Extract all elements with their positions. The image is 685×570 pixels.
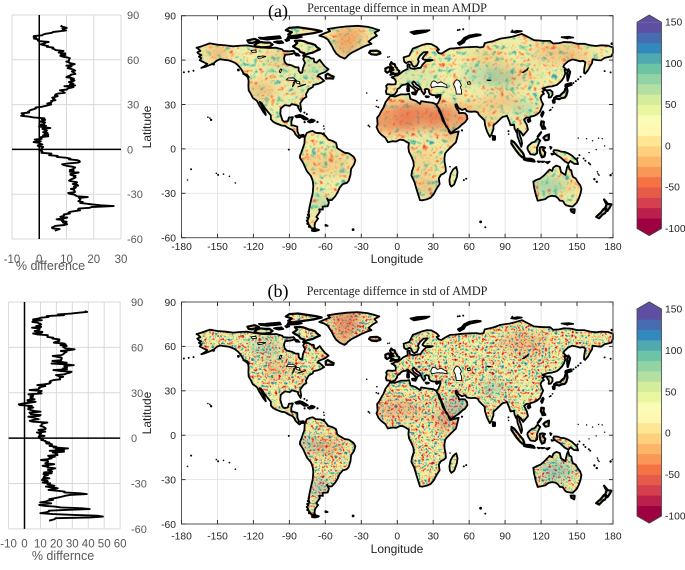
svg-text:-10: -10 [4, 254, 21, 266]
svg-text:60: 60 [165, 56, 177, 67]
svg-text:(b): (b) [268, 281, 289, 302]
svg-text:150: 150 [665, 18, 682, 29]
svg-text:150: 150 [665, 305, 682, 316]
svg-text:% difference: % difference [16, 259, 85, 273]
svg-text:120: 120 [533, 532, 550, 543]
svg-text:30: 30 [131, 388, 143, 400]
svg-text:30: 30 [66, 539, 79, 551]
svg-text:60: 60 [165, 342, 177, 353]
svg-text:-60: -60 [318, 242, 333, 253]
svg-text:0: 0 [36, 254, 42, 266]
svg-text:-30: -30 [354, 532, 369, 543]
svg-text:30: 30 [165, 387, 177, 398]
svg-text:60: 60 [127, 55, 139, 67]
svg-text:90: 90 [499, 532, 511, 543]
svg-text:0: 0 [170, 145, 176, 156]
svg-text:Percentage differnce in std of: Percentage differnce in std of AMDP [307, 284, 488, 298]
svg-text:30: 30 [127, 100, 139, 112]
svg-text:90: 90 [131, 297, 143, 309]
svg-text:-30: -30 [161, 475, 176, 486]
svg-text:-60: -60 [318, 532, 333, 543]
svg-text:-50: -50 [665, 183, 680, 194]
svg-text:-50: -50 [665, 470, 680, 481]
svg-text:0: 0 [21, 539, 27, 551]
svg-text:-120: -120 [243, 242, 264, 253]
svg-text:0: 0 [127, 144, 133, 156]
svg-text:180: 180 [604, 532, 621, 543]
svg-text:-60: -60 [161, 234, 176, 245]
svg-text:20: 20 [87, 254, 100, 266]
svg-text:-100: -100 [665, 512, 685, 523]
svg-text:30: 30 [165, 100, 177, 111]
svg-text:0: 0 [170, 431, 176, 442]
svg-text:40: 40 [82, 539, 95, 551]
svg-text:-90: -90 [282, 532, 297, 543]
svg-text:30: 30 [427, 242, 439, 253]
svg-text:Percentage differnce in mean A: Percentage differnce in mean AMDP [307, 1, 487, 15]
svg-text:10: 10 [60, 254, 73, 266]
svg-text:-30: -30 [131, 479, 147, 491]
svg-text:-150: -150 [207, 532, 228, 543]
svg-text:-180: -180 [171, 532, 192, 543]
svg-text:-60: -60 [131, 524, 147, 536]
svg-text:100: 100 [665, 59, 682, 70]
svg-text:-30: -30 [161, 189, 176, 200]
svg-text:90: 90 [165, 12, 177, 23]
svg-text:60: 60 [463, 242, 475, 253]
svg-text:50: 50 [665, 387, 677, 398]
svg-text:-100: -100 [665, 224, 685, 235]
svg-text:Latitude: Latitude [140, 391, 154, 434]
svg-text:-180: -180 [171, 242, 192, 253]
svg-text:(a): (a) [268, 1, 288, 22]
svg-text:-150: -150 [207, 242, 228, 253]
svg-text:60: 60 [463, 532, 475, 543]
svg-text:30: 30 [427, 532, 439, 543]
svg-text:90: 90 [127, 10, 139, 22]
svg-text:50: 50 [98, 539, 111, 551]
svg-text:-60: -60 [161, 520, 176, 531]
svg-text:150: 150 [568, 532, 585, 543]
svg-text:0: 0 [394, 532, 400, 543]
svg-text:Latitude: Latitude [140, 105, 154, 148]
svg-text:-30: -30 [127, 189, 143, 201]
svg-text:180: 180 [604, 242, 621, 253]
svg-text:150: 150 [568, 242, 585, 253]
svg-text:60: 60 [114, 539, 127, 551]
svg-text:% differnce: % differnce [32, 549, 94, 563]
svg-text:0: 0 [665, 142, 671, 153]
svg-text:-30: -30 [354, 242, 369, 253]
svg-text:Longitude: Longitude [371, 252, 424, 266]
svg-text:60: 60 [131, 342, 143, 354]
svg-text:-120: -120 [243, 532, 264, 543]
svg-text:50: 50 [665, 100, 677, 111]
svg-text:0: 0 [394, 242, 400, 253]
svg-text:-90: -90 [282, 242, 297, 253]
svg-text:90: 90 [499, 242, 511, 253]
svg-text:10: 10 [34, 539, 47, 551]
svg-text:0: 0 [665, 429, 671, 440]
svg-text:20: 20 [50, 539, 63, 551]
svg-text:30: 30 [115, 254, 128, 266]
svg-text:-10: -10 [0, 539, 17, 551]
svg-text:-60: -60 [127, 234, 143, 246]
svg-text:100: 100 [665, 346, 682, 357]
svg-text:Longitude: Longitude [371, 542, 424, 556]
svg-text:0: 0 [131, 433, 137, 445]
svg-text:90: 90 [165, 298, 177, 309]
svg-text:120: 120 [533, 242, 550, 253]
